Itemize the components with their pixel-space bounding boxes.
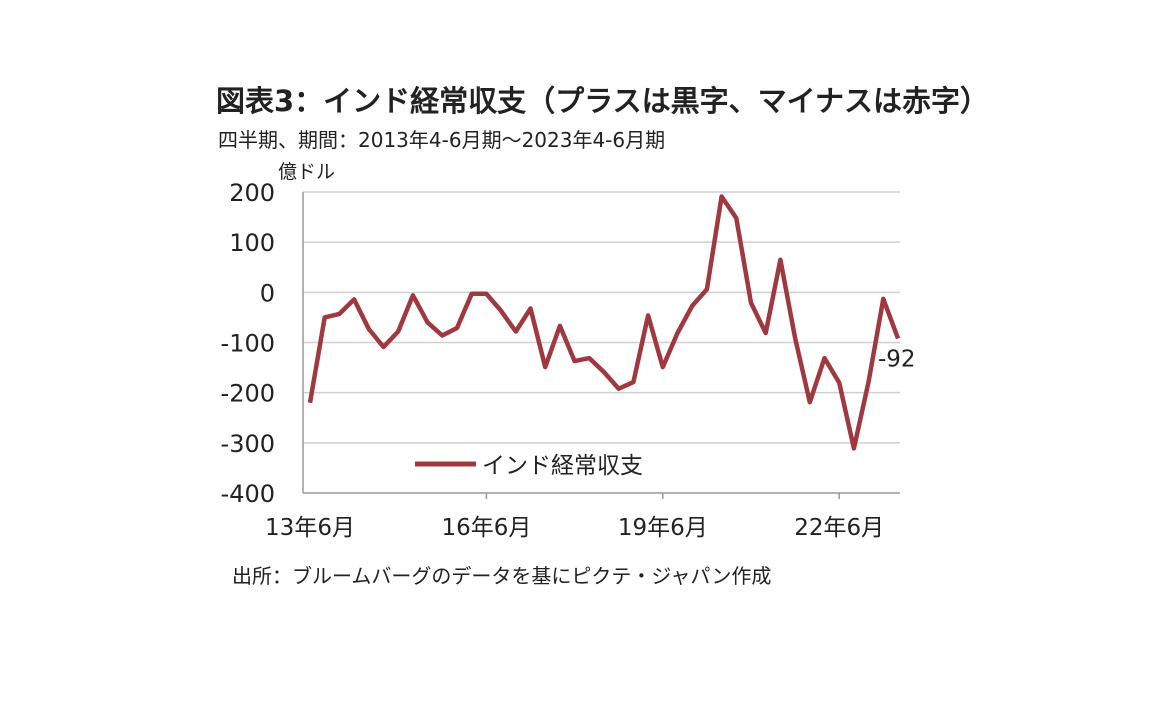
y-tick-label: -100 bbox=[221, 330, 275, 358]
y-tick-label: 0 bbox=[260, 279, 275, 307]
y-tick-label: -300 bbox=[221, 430, 275, 458]
source-note: 出所：ブルームバーグのデータを基にピクテ・ジャパン作成 bbox=[232, 564, 772, 588]
x-tick-label: 16年6月 bbox=[441, 515, 531, 541]
y-tick-label: 100 bbox=[229, 229, 275, 257]
end-value-label: -92 bbox=[878, 346, 916, 372]
chart-subtitle: 四半期、期間：2013年4-6月期～2023年4-6月期 bbox=[218, 128, 666, 152]
y-tick-label: -400 bbox=[221, 480, 275, 508]
y-tick-label: 200 bbox=[229, 179, 275, 207]
x-tick-label: 22年6月 bbox=[794, 515, 884, 541]
legend-label: インド経常収支 bbox=[482, 453, 643, 479]
y-axis-unit-label: 億ドル bbox=[278, 161, 335, 183]
y-tick-label: -200 bbox=[221, 380, 275, 408]
chart-title: 図表3：インド経常収支（プラスは黒字、マイナスは赤字） bbox=[216, 84, 990, 118]
series-line bbox=[307, 194, 901, 451]
x-tick-label: 19年6月 bbox=[618, 515, 708, 541]
x-tick-label: 13年6月 bbox=[265, 515, 355, 541]
